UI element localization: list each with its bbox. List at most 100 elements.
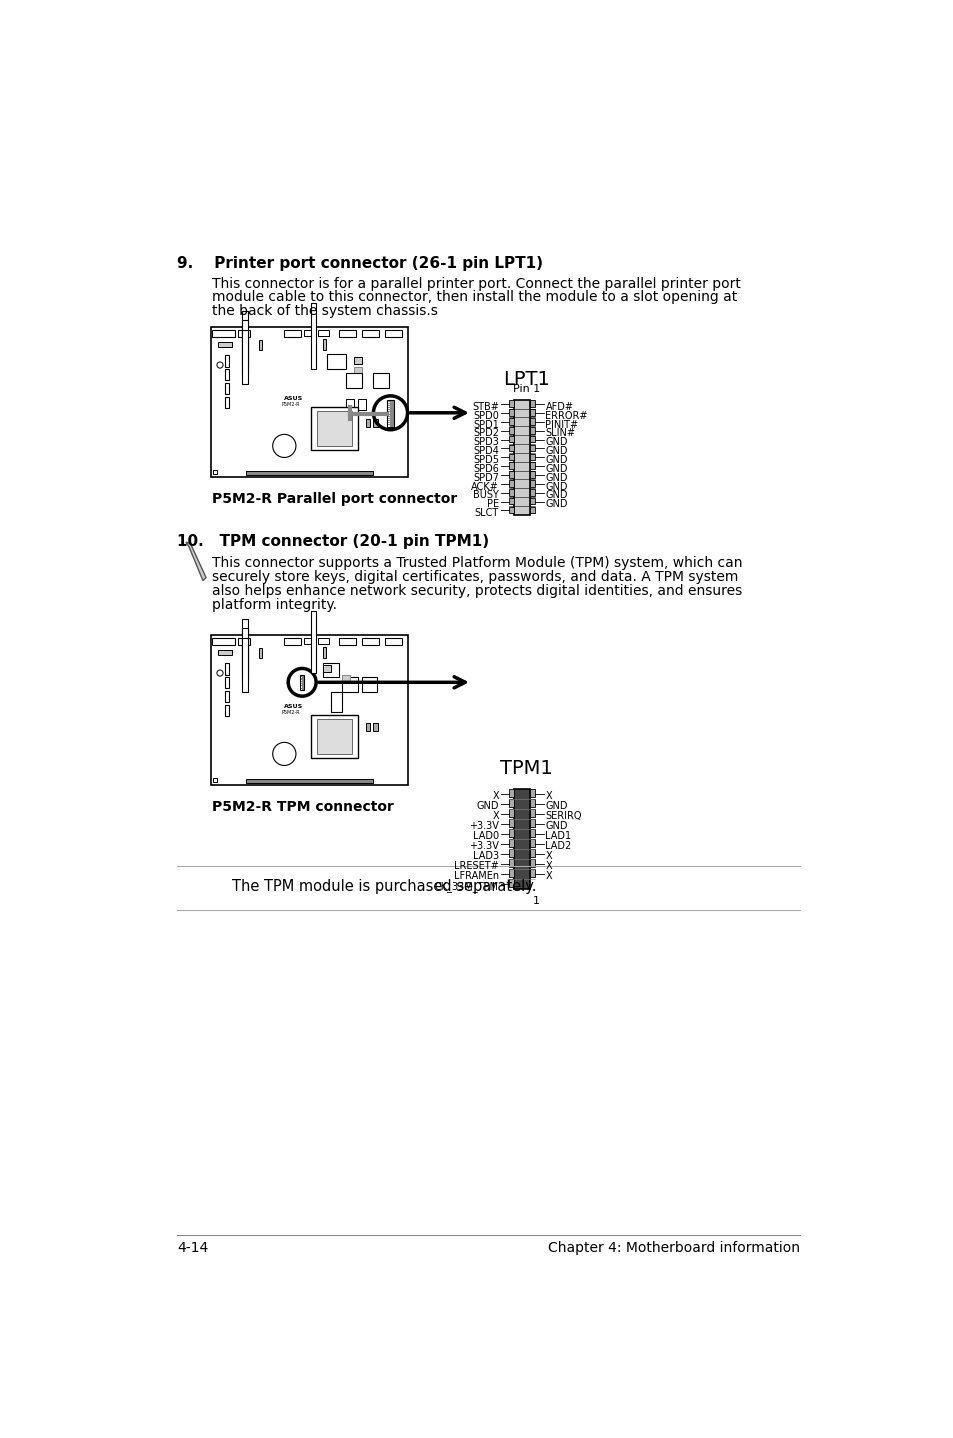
Bar [387, 400, 394, 427]
Bar [338, 329, 355, 338]
Text: TPM1: TPM1 [499, 759, 552, 778]
Text: platform integrity.: platform integrity. [212, 598, 337, 611]
Text: GND: GND [476, 801, 498, 811]
Text: Pin 1: Pin 1 [513, 384, 539, 394]
Text: securely store keys, digital certificates, passwords, and data. A TPM system: securely store keys, digital certificate… [212, 569, 738, 584]
Bar [212, 329, 235, 338]
Bar [224, 397, 229, 408]
Bar [241, 628, 248, 682]
Bar [509, 444, 514, 452]
Text: This connector supports a Trusted Platform Module (TPM) system, which can: This connector supports a Trusted Platfo… [212, 557, 742, 569]
Bar [509, 850, 514, 857]
Text: +3.3V: +3.3V [469, 821, 498, 831]
Text: SERIRQ: SERIRQ [545, 811, 581, 821]
Text: SPD6: SPD6 [473, 464, 498, 473]
Bar [509, 810, 514, 817]
Text: SPD5: SPD5 [473, 454, 498, 464]
Bar [530, 463, 535, 469]
Bar [509, 489, 514, 496]
Bar [245, 472, 373, 475]
Bar [224, 663, 229, 674]
Text: P5M2-R: P5M2-R [282, 403, 300, 407]
Bar [211, 326, 408, 477]
Bar [224, 690, 229, 702]
Bar [342, 677, 357, 692]
Text: GND: GND [545, 437, 567, 447]
Polygon shape [186, 542, 206, 581]
Text: GND: GND [545, 473, 567, 483]
Bar [530, 410, 535, 416]
Text: GND: GND [545, 490, 567, 500]
Text: SPD0: SPD0 [473, 411, 498, 421]
Bar [373, 418, 377, 427]
Bar [365, 723, 370, 731]
Text: LAD2: LAD2 [545, 841, 571, 851]
Text: ASUS: ASUS [284, 395, 303, 401]
Bar [530, 840, 535, 847]
Circle shape [216, 670, 223, 676]
Bar [224, 355, 229, 367]
Bar [509, 463, 514, 469]
Bar [212, 637, 235, 646]
Bar [530, 870, 535, 877]
Bar [530, 453, 535, 460]
Text: module cable to this connector, then install the module to a slot opening at: module cable to this connector, then ins… [212, 290, 737, 305]
Text: ERROR#: ERROR# [545, 411, 587, 421]
Circle shape [273, 434, 295, 457]
Text: CK_33M_TPM: CK_33M_TPM [435, 881, 498, 892]
Text: SPD1: SPD1 [473, 420, 498, 430]
Text: GND: GND [545, 482, 567, 492]
Text: GND: GND [545, 454, 567, 464]
Text: X: X [545, 871, 552, 881]
Text: SLCT: SLCT [475, 508, 498, 518]
Text: X: X [545, 791, 552, 801]
Bar [311, 716, 357, 758]
Bar [213, 470, 216, 475]
Bar [213, 778, 216, 782]
Bar [509, 418, 514, 424]
Text: GND: GND [545, 821, 567, 831]
Bar [311, 611, 315, 673]
Bar [311, 407, 357, 450]
Bar [303, 329, 314, 336]
Text: STB#: STB# [472, 401, 498, 411]
Bar [509, 498, 514, 505]
Bar [509, 410, 514, 416]
Bar [323, 666, 331, 672]
Text: LAD3: LAD3 [473, 851, 498, 861]
Bar [509, 860, 514, 867]
Bar [245, 779, 373, 784]
Bar [241, 329, 248, 384]
Text: GND: GND [545, 499, 567, 509]
Bar [530, 427, 535, 434]
Text: X: X [492, 811, 498, 821]
Text: SLIN#: SLIN# [545, 429, 575, 439]
Bar [530, 850, 535, 857]
Bar [530, 820, 535, 827]
Bar [299, 674, 304, 690]
Text: ACK#: ACK# [471, 482, 498, 492]
Bar [530, 480, 535, 486]
Bar [509, 427, 514, 434]
Bar [509, 800, 514, 807]
Text: ASUS: ASUS [284, 703, 303, 709]
Bar [284, 329, 301, 338]
Bar [354, 367, 361, 372]
Bar [237, 637, 250, 646]
Bar [509, 830, 514, 837]
Text: 1: 1 [533, 896, 539, 906]
Bar [224, 383, 229, 394]
Text: the back of the system chassis.s: the back of the system chassis.s [212, 305, 437, 318]
Bar [346, 398, 354, 410]
Bar [224, 705, 229, 716]
Text: LRESET#: LRESET# [454, 861, 498, 871]
Bar [258, 649, 261, 657]
Text: LFRAMEn: LFRAMEn [454, 871, 498, 881]
Bar [323, 647, 326, 657]
Bar [530, 830, 535, 837]
Text: SPD7: SPD7 [473, 473, 498, 483]
Bar [530, 489, 535, 496]
Text: LAD1: LAD1 [545, 831, 571, 841]
Bar [354, 358, 361, 364]
Bar [509, 870, 514, 877]
